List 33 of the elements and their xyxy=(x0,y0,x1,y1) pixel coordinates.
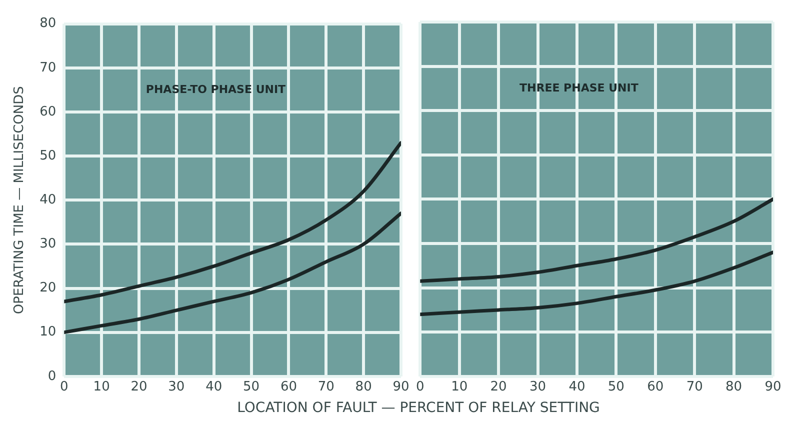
x-tick-label: 60 xyxy=(647,380,664,395)
y-tick-label: 80 xyxy=(40,16,56,32)
x-tick-label: 50 xyxy=(243,380,260,395)
x-tick-label: 70 xyxy=(318,380,334,395)
y-tick-label: 60 xyxy=(40,104,56,120)
x-tick-label: 80 xyxy=(726,380,742,395)
x-tick-label: 70 xyxy=(686,380,703,395)
x-tick-label: 40 xyxy=(568,380,586,395)
x-tick-label: 20 xyxy=(490,380,507,395)
x-tick-label: 50 xyxy=(608,380,624,395)
line-series xyxy=(64,141,401,304)
line-series xyxy=(64,212,401,334)
x-tick-label: 90 xyxy=(764,380,782,395)
y-tick-label: 30 xyxy=(40,236,56,252)
x-tick-label: 90 xyxy=(392,380,410,395)
y-tick-label: 10 xyxy=(40,324,56,340)
y-tick-label: 70 xyxy=(40,60,56,76)
y-axis-title: OPERATING TIME — MILLISECONDS xyxy=(12,86,28,314)
y-tick-label: 40 xyxy=(40,192,56,208)
y-tick-label: 0 xyxy=(48,368,56,384)
x-tick-label: 10 xyxy=(93,380,110,395)
x-tick-label: 40 xyxy=(206,380,222,395)
x-tick-label: 20 xyxy=(130,380,148,395)
x-tick-label: 60 xyxy=(280,380,297,395)
x-tick-label: 10 xyxy=(451,380,468,395)
y-tick-label: 50 xyxy=(40,148,56,164)
x-tick-label: 80 xyxy=(355,380,372,395)
x-tick-label: 0 xyxy=(60,380,68,395)
x-tick-label: 0 xyxy=(416,380,424,395)
x-tick-label: 30 xyxy=(168,380,185,395)
x-tick-label: 30 xyxy=(529,380,546,395)
x-axis-title: LOCATION OF FAULT — PERCENT OF RELAY SETTING xyxy=(236,400,601,416)
y-tick-label: 20 xyxy=(40,280,56,296)
